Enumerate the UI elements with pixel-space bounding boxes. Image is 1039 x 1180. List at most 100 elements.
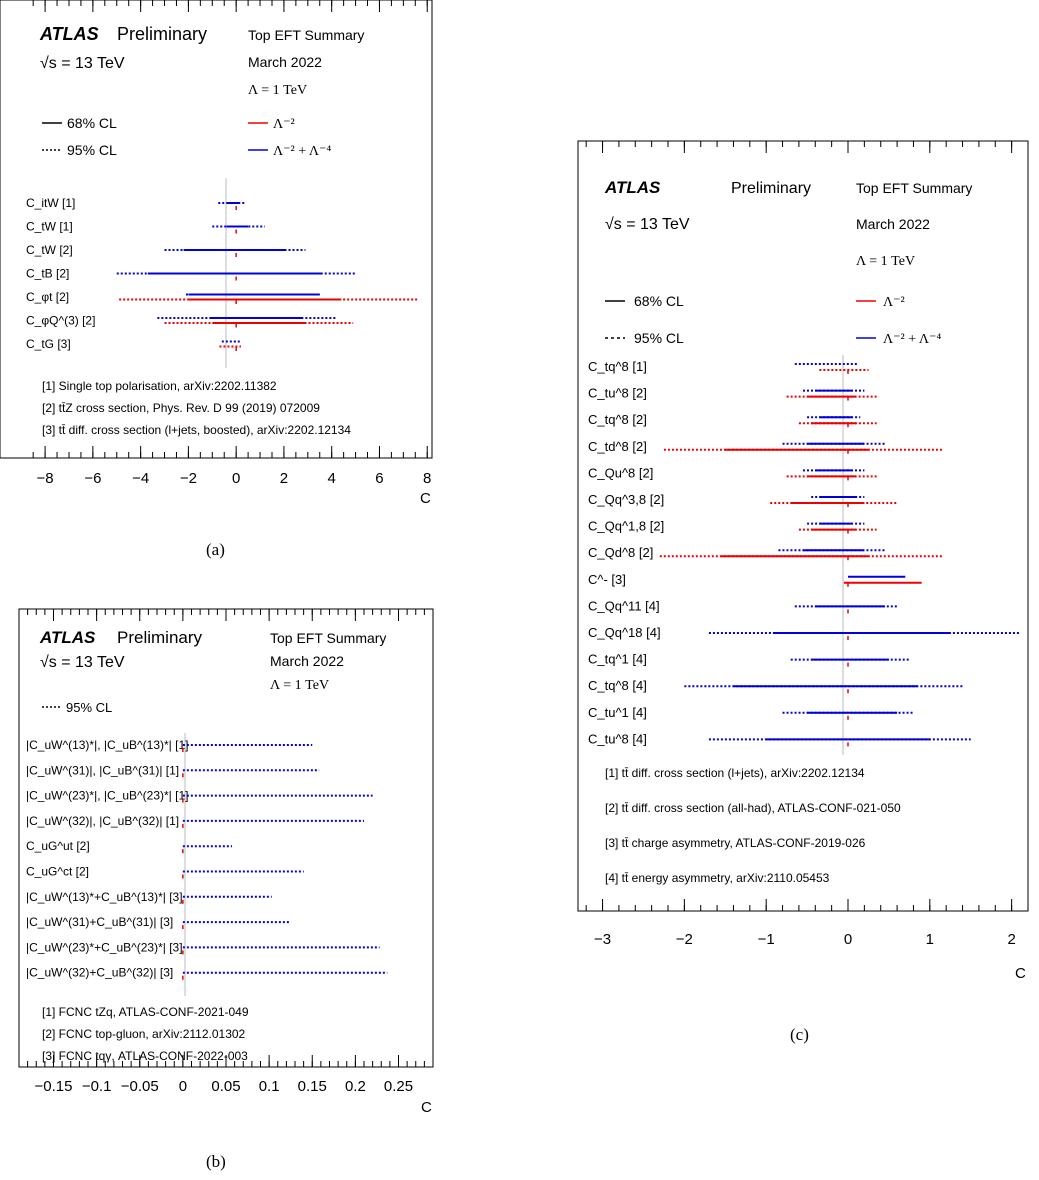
- row-label: C_td^8 [2]: [588, 439, 647, 454]
- interval-row: C^- [3]: [588, 572, 922, 587]
- panel-c-ref-3: [3] tt̄ charge asymmetry, ATLAS-CONF-201…: [605, 836, 866, 850]
- panel-a-energy: √s = 13 TeV: [40, 55, 125, 72]
- row-label: C_φQ^(3) [2]: [26, 314, 95, 328]
- panel-a-rows: C_itW [1] C_tW [1] C_tW [2] C_tB [2] C_φt [2…: [26, 196, 418, 351]
- row-label: C_Qu^8 [2]: [588, 465, 653, 480]
- panel-a-legend-red: Λ⁻²: [273, 117, 295, 132]
- interval-row: C_itW [1]: [26, 196, 245, 210]
- row-label: C_tW [1]: [26, 220, 73, 234]
- row-label: |C_uW^(23)*|, |C_uB^(23)*| [1]: [26, 789, 188, 803]
- tick-label: −4: [132, 470, 149, 487]
- panel-b-summary: Top EFT Summary: [270, 630, 386, 646]
- tick-label: −0.15: [35, 1078, 73, 1095]
- tick-label: 4: [328, 470, 336, 487]
- panel-c-energy: √s = 13 TeV: [605, 216, 690, 233]
- panel-b-ref-2: [2] FCNC top-gluon, arXiv:2112.01302: [42, 1027, 246, 1041]
- tick-label: −6: [84, 470, 101, 487]
- panel-b-xlabel: C: [421, 1099, 432, 1116]
- tick-label: 0: [232, 470, 240, 487]
- interval-row: |C_uW^(31)|, |C_uB^(31)| [1]: [26, 763, 320, 778]
- panel-c-axis-ticks: −3 −2 −1 0 1 2: [585, 141, 1029, 948]
- row-label: C_uG^ct [2]: [26, 865, 89, 879]
- panel-b-preliminary: Preliminary: [117, 628, 203, 647]
- row-label: |C_uW^(31)+C_uB^(31)| [3]: [26, 915, 173, 929]
- interval-row: C_Qq^18 [4]: [588, 625, 1020, 640]
- interval-row: C_uG^ct [2]: [26, 865, 304, 879]
- row-label: C_tq^1 [4]: [588, 652, 647, 667]
- panel-a-lambda: Λ = 1 TeV: [248, 83, 307, 98]
- interval-row: C_tB [2]: [26, 267, 356, 281]
- interval-row: C_Qu^8 [2]: [588, 465, 877, 481]
- panel-a-date: March 2022: [248, 54, 322, 70]
- panel-c: −3 −2 −1 0 1 2 ATLAS Preliminary √s = 13 TeV …: [577, 140, 1029, 1044]
- panel-c-ref-4: [4] tt̄ energy asymmetry, arXiv:2110.054…: [605, 871, 830, 885]
- row-label: C_φt [2]: [26, 290, 69, 304]
- interval-row: C_tq^8 [1]: [588, 359, 869, 374]
- panel-c-atlas: ATLAS: [604, 178, 661, 197]
- panel-c-rows: C_tq^8 [1] C_tu^8 [2] C_tq^8 [2] C_td^8 [2]…: [588, 359, 1020, 747]
- tick-label: −0.1: [82, 1078, 112, 1095]
- interval-row: |C_uW^(13)*|, |C_uB^(13)*| [1]: [26, 738, 313, 752]
- row-label: |C_uW^(13)*|, |C_uB^(13)*| [1]: [26, 738, 188, 752]
- row-label: |C_uW^(13)*+C_uB^(13)*| [3]: [26, 890, 183, 904]
- tick-label: 2: [1007, 931, 1015, 948]
- panel-c-ref-1: [1] tt̄ diff. cross section (l+jets), ar…: [605, 766, 865, 780]
- interval-row: |C_uW^(23)*|, |C_uB^(23)*| [1]: [26, 789, 373, 803]
- interval-row: C_td^8 [2]: [588, 439, 943, 454]
- tick-label: 0.25: [384, 1078, 413, 1095]
- interval-row: C_φt [2]: [26, 290, 418, 304]
- row-label: C_tu^1 [4]: [588, 705, 647, 720]
- row-label: |C_uW^(23)*+C_uB^(23)*| [3]: [26, 940, 183, 954]
- row-label: C_Qq^1,8 [2]: [588, 519, 664, 534]
- tick-label: −3: [594, 931, 611, 948]
- panel-b: −0.15 −0.1 −0.05 0 0.05 0.1 0.15 0.2 0.25 ATLAS …: [18, 608, 434, 1171]
- panel-c-legend-red: Λ⁻²: [883, 295, 905, 310]
- panel-b-rows: |C_uW^(13)*|, |C_uB^(13)*| [1] |C_uW^(31)…: [26, 738, 388, 980]
- tick-label: 2: [280, 470, 288, 487]
- panel-c-ref-2: [2] tt̄ diff. cross section (all-had), A…: [605, 801, 901, 815]
- panel-b-ref-3: [3] FCNC tqγ, ATLAS-CONF-2022-003: [42, 1049, 248, 1063]
- panel-c-preliminary: Preliminary: [731, 180, 811, 197]
- tick-label: 0: [844, 931, 852, 948]
- panel-a: −8 −6 −4 −2 0 2 4 6 8 ATLAS Preliminary √s = 13 …: [0, 0, 433, 559]
- row-label: C^- [3]: [588, 572, 626, 587]
- tick-label: −1: [758, 931, 775, 948]
- row-label: C_tB [2]: [26, 267, 69, 281]
- row-label: |C_uW^(32)|, |C_uB^(32)| [1]: [26, 814, 179, 828]
- interval-row: C_tG [3]: [26, 337, 241, 351]
- interval-row: |C_uW^(13)*+C_uB^(13)*| [3]: [26, 890, 272, 904]
- row-label: C_tq^8 [2]: [588, 412, 647, 427]
- panel-a-legend-blue: Λ⁻² + Λ⁻⁴: [273, 144, 331, 159]
- tick-label: 1: [926, 931, 934, 948]
- panel-a-summary: Top EFT Summary: [248, 27, 364, 43]
- row-label: C_itW [1]: [26, 196, 75, 210]
- panel-b-ref-1: [1] FCNC tZq, ATLAS-CONF-2021-049: [42, 1005, 249, 1019]
- tick-label: 0.1: [259, 1078, 280, 1095]
- tick-label: 0.05: [211, 1078, 240, 1095]
- panel-c-xlabel: C: [1015, 965, 1026, 982]
- interval-row: C_Qq^1,8 [2]: [588, 519, 877, 534]
- interval-row: C_tu^8 [2]: [588, 386, 877, 401]
- panel-b-atlas: ATLAS: [39, 628, 96, 647]
- tick-label: −0.05: [121, 1078, 159, 1095]
- tick-label: 6: [375, 470, 383, 487]
- tick-label: −8: [37, 470, 54, 487]
- row-label: C_tu^8 [2]: [588, 386, 647, 401]
- interval-row: C_φQ^(3) [2]: [26, 314, 354, 328]
- panel-a-xlabel: C: [420, 490, 431, 507]
- tick-label: 0: [179, 1078, 187, 1095]
- panel-c-date: March 2022: [856, 216, 930, 232]
- interval-row: C_tu^1 [4]: [588, 705, 914, 720]
- row-label: C_tq^8 [4]: [588, 678, 647, 693]
- interval-row: C_Qd^8 [2]: [588, 545, 943, 561]
- row-label: C_tG [3]: [26, 337, 71, 351]
- panel-c-caption: (c): [790, 1025, 809, 1044]
- interval-row: C_uG^ut [2]: [26, 839, 233, 854]
- interval-row: C_tq^8 [4]: [588, 678, 963, 694]
- panel-a-atlas: ATLAS: [39, 24, 99, 44]
- row-label: |C_uW^(32)+C_uB^(32)| [3]: [26, 966, 173, 980]
- panel-b-energy: √s = 13 TeV: [40, 654, 125, 671]
- panel-c-frame: [577, 140, 1029, 912]
- row-label: C_Qq^18 [4]: [588, 625, 661, 640]
